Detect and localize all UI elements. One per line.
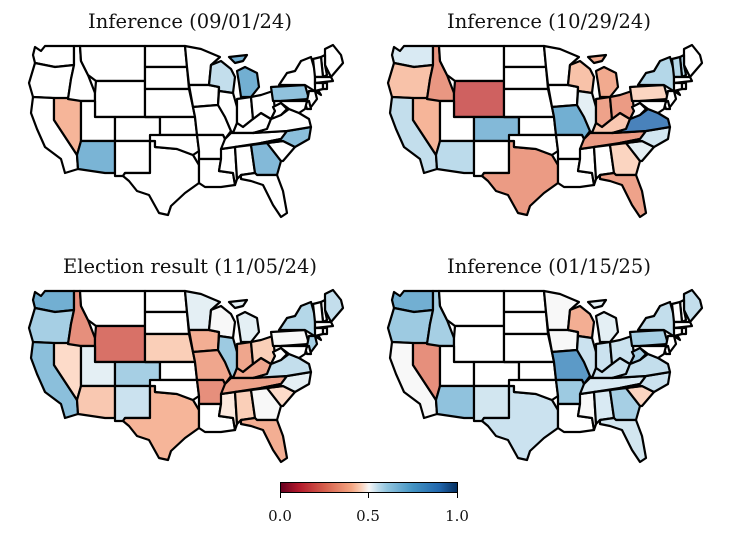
colorbar-tick-label: 0.0 [268,507,292,525]
state-nd [143,44,189,69]
state-md [638,99,668,115]
state-ct [313,81,325,93]
state-md [279,344,309,360]
state-mi [227,298,261,344]
state-nc [259,125,313,149]
state-mi [586,53,620,99]
state-pa [269,328,311,348]
colorbar-tick [457,493,458,498]
state-nc [259,370,313,394]
state-pa [269,83,311,103]
panel-title: Inference (09/01/24) [88,10,292,33]
state-ma [672,320,694,330]
state-me [323,288,345,324]
state-md [279,99,309,115]
state-ri [680,81,688,91]
panel-title: Inference (10/29/24) [447,10,651,33]
state-sd [143,310,191,336]
state-az [75,384,117,420]
state-ma [672,75,694,85]
state-or [386,306,435,346]
state-mt [78,44,147,83]
state-ia [187,83,221,109]
map-panel-4: Inference (01/15/25) [384,254,714,489]
state-nc [618,370,672,394]
state-ct [313,326,325,338]
state-wy [93,79,147,119]
state-fl [598,171,648,219]
state-nm [113,384,152,423]
state-sd [502,310,550,336]
state-ri [321,326,329,336]
state-wy [452,79,506,119]
panel-title: Inference (01/15/25) [447,255,651,278]
state-fl [239,416,289,464]
state-ia [546,83,580,109]
state-sd [502,65,550,91]
map-panel-1: Inference (09/01/24) [25,9,355,244]
state-ma [313,320,335,330]
state-or [386,61,435,101]
state-vt [670,300,684,324]
state-wy [452,324,506,364]
us-state-map [386,288,704,464]
colorbar-tick-label: 1.0 [445,507,469,525]
state-nd [502,44,548,69]
state-nc [618,125,672,149]
state-ri [680,326,688,336]
us-state-map [386,43,704,219]
state-mt [78,289,147,328]
state-mi [586,298,620,344]
state-pa [628,328,670,348]
state-ct [672,326,684,338]
state-or [27,306,76,346]
state-vt [311,300,325,324]
us-state-map [27,43,345,219]
state-ri [321,81,329,91]
colorbar [280,482,458,493]
state-or [27,61,76,101]
state-wy [93,324,147,364]
state-nd [143,289,189,314]
state-me [682,288,704,324]
us-state-map [27,288,345,464]
state-me [682,43,704,79]
state-nm [113,139,152,178]
state-nd [502,289,548,314]
state-mi [227,53,261,99]
state-ne [502,332,556,364]
state-ne [502,87,556,119]
state-pa [628,83,670,103]
state-ma [313,75,335,85]
state-az [434,384,476,420]
state-nm [472,139,511,178]
colorbar-tick-label: 0.5 [356,507,380,525]
state-md [638,344,668,360]
state-ct [672,81,684,93]
state-nm [472,384,511,423]
state-az [434,139,476,175]
colorbar-tick [280,493,281,498]
state-vt [311,55,325,79]
state-vt [670,55,684,79]
state-me [323,43,345,79]
state-fl [239,171,289,219]
panel-title: Election result (11/05/24) [63,255,317,278]
state-az [75,139,117,175]
state-ia [546,328,580,354]
map-panel-2: Inference (10/29/24) [384,9,714,244]
map-panel-3: Election result (11/05/24) [25,254,355,489]
state-ne [143,87,197,119]
colorbar-tick [368,493,369,498]
state-mt [437,289,506,328]
state-mt [437,44,506,83]
state-ia [187,328,221,354]
state-fl [598,416,648,464]
state-ne [143,332,197,364]
state-sd [143,65,191,91]
